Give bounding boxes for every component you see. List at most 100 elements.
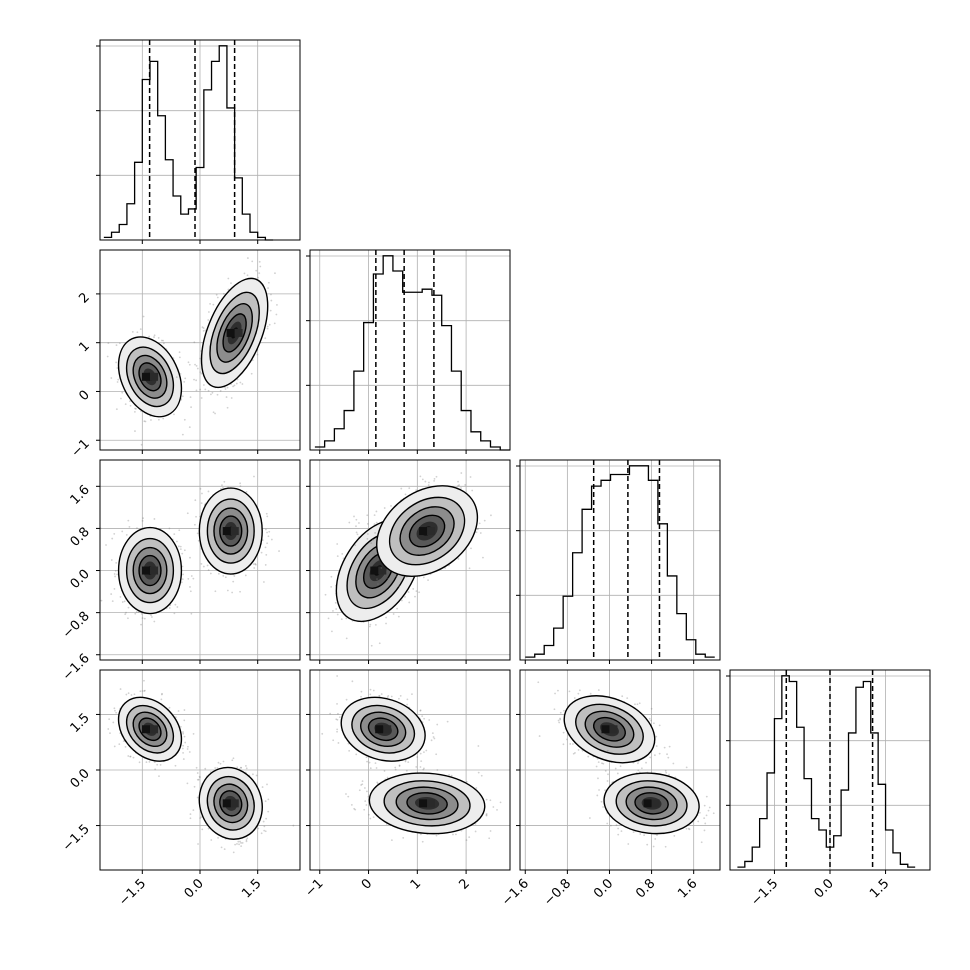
scatter-point — [134, 407, 136, 410]
scatter-point — [148, 760, 151, 763]
scatter-point — [202, 565, 205, 568]
scatter-point — [238, 843, 240, 846]
scatter-point — [221, 484, 223, 487]
pair-panel-1-2 — [306, 459, 511, 664]
scatter-point — [141, 617, 144, 619]
scatter-point — [105, 544, 107, 546]
scatter-point — [267, 810, 270, 813]
scatter-point — [340, 618, 343, 621]
density-peak — [230, 527, 239, 536]
scatter-point — [110, 559, 113, 561]
scatter-point — [124, 403, 127, 406]
scatter-point — [160, 693, 163, 696]
scatter-point — [150, 616, 153, 618]
scatter-point — [457, 484, 459, 487]
scatter-point — [188, 751, 191, 753]
scatter-point — [199, 371, 202, 374]
scatter-point — [135, 407, 137, 410]
density-peak — [150, 372, 158, 381]
scatter-point — [216, 393, 219, 396]
scatter-point — [209, 572, 212, 575]
scatter-point — [176, 606, 179, 608]
scatter-point — [251, 260, 254, 263]
scatter-point — [156, 763, 159, 766]
scatter-point — [113, 573, 116, 575]
scatter-point — [345, 617, 348, 620]
scatter-point — [222, 292, 225, 295]
scatter-point — [240, 766, 243, 769]
scatter-point — [212, 303, 215, 306]
scatter-point — [138, 761, 141, 764]
scatter-point — [187, 577, 190, 580]
scatter-point — [140, 612, 143, 615]
scatter-point — [427, 484, 430, 486]
scatter-point — [257, 276, 260, 279]
scatter-point — [220, 846, 223, 849]
scatter-point — [262, 820, 265, 823]
hist-1-frame — [309, 249, 511, 451]
scatter-point — [274, 272, 276, 275]
scatter-point — [189, 556, 191, 559]
density-peak — [142, 725, 150, 734]
scatter-point — [366, 522, 369, 525]
scatter-point — [113, 532, 116, 535]
scatter-point — [239, 590, 241, 593]
scatter-point — [143, 617, 146, 620]
scatter-point — [179, 725, 182, 728]
scatter-point — [124, 745, 127, 748]
scatter-point — [179, 548, 182, 550]
scatter-point — [264, 800, 267, 803]
scatter-point — [112, 721, 115, 724]
scatter-point — [231, 759, 234, 762]
scatter-point — [336, 555, 339, 557]
scatter-point — [189, 590, 192, 593]
scatter-point — [239, 840, 241, 843]
scatter-point — [270, 293, 272, 296]
scatter-point — [292, 824, 295, 827]
scatter-point — [345, 637, 348, 640]
scatter-point — [134, 430, 136, 432]
scatter-point — [400, 599, 403, 602]
scatter-point — [106, 355, 109, 358]
scatter-point — [234, 843, 237, 846]
scatter-point — [468, 567, 471, 570]
scatter-point — [236, 843, 238, 845]
scatter-point — [268, 530, 271, 533]
scatter-point — [202, 329, 205, 332]
hist-2-steps — [525, 465, 715, 658]
scatter-point — [240, 845, 243, 848]
scatter-point — [266, 783, 268, 786]
scatter-point — [241, 383, 244, 385]
scatter-point — [245, 491, 248, 493]
scatter-point — [335, 608, 338, 610]
scatter-point — [209, 302, 211, 305]
scatter-point — [395, 575, 397, 578]
scatter-point — [207, 490, 210, 493]
scatter-point — [397, 615, 400, 618]
scatter-point — [199, 357, 201, 360]
density-peak — [230, 799, 239, 808]
scatter-point — [162, 417, 165, 420]
scatter-point — [378, 642, 381, 645]
scatter-point — [219, 762, 222, 765]
scatter-point — [368, 625, 371, 628]
scatter-point — [255, 774, 258, 777]
scatter-point — [264, 528, 267, 531]
scatter-point — [265, 817, 268, 820]
scatter-point — [264, 564, 267, 566]
scatter-point — [207, 311, 210, 313]
scatter-point — [168, 607, 171, 609]
scatter-point — [111, 600, 114, 603]
scatter-point — [236, 766, 239, 769]
scatter-point — [222, 487, 224, 489]
scatter-point — [246, 274, 249, 277]
scatter-point — [109, 732, 111, 735]
density-peak — [378, 566, 387, 575]
scatter-point — [269, 309, 272, 312]
scatter-point — [128, 525, 131, 528]
scatter-point — [206, 564, 209, 567]
scatter-point — [226, 406, 229, 409]
scatter-point — [115, 361, 118, 364]
scatter-point — [199, 817, 202, 819]
scatter-point — [120, 397, 122, 400]
